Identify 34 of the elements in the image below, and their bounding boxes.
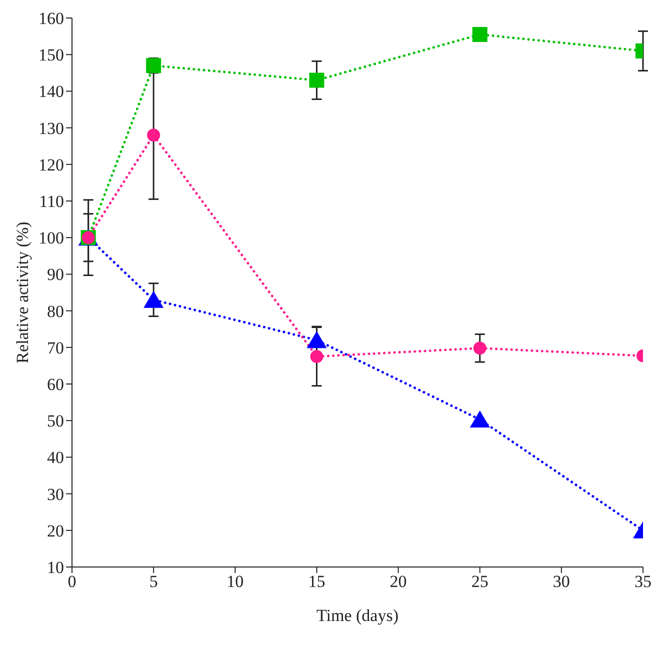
y-axis-title: Relative activity (%) [13, 222, 32, 364]
x-tick-label: 25 [471, 572, 488, 592]
point [473, 342, 486, 355]
x-axis-title: Time (days) [316, 606, 399, 625]
point [470, 410, 490, 428]
y-tick-label: 140 [38, 82, 64, 102]
y-tick-label: 130 [38, 118, 64, 138]
point [310, 350, 324, 364]
y-tick-label: 30 [47, 484, 64, 504]
point [147, 128, 160, 142]
y-tick-label: 110 [39, 192, 64, 212]
y-tick-label: 80 [47, 302, 64, 321]
point [306, 331, 327, 348]
x-tick-label: 35 [634, 572, 652, 592]
point [309, 72, 324, 88]
x-tick-label: 10 [226, 572, 244, 592]
y-tick-label: 60 [47, 375, 64, 394]
point [144, 290, 164, 308]
y-tick-label: 120 [38, 155, 64, 174]
point [472, 26, 488, 42]
y-tick-label: 20 [47, 521, 64, 540]
y-tick-label: 50 [47, 412, 64, 431]
y-tick-label: 90 [47, 265, 64, 284]
y-tick-label: 70 [47, 338, 64, 358]
y-tick-label: 40 [47, 448, 64, 468]
x-tick-label: 20 [390, 572, 407, 592]
y-tick-label: 160 [38, 9, 64, 28]
x-tick-label: 5 [149, 572, 158, 592]
x-tick-label: 0 [68, 572, 76, 592]
y-tick-label: 10 [47, 558, 64, 578]
y-tick-label: 150 [38, 46, 64, 65]
x-tick-label: 15 [308, 572, 326, 592]
x-tick-label: 30 [552, 572, 570, 592]
y-tick-label: 100 [38, 228, 64, 248]
